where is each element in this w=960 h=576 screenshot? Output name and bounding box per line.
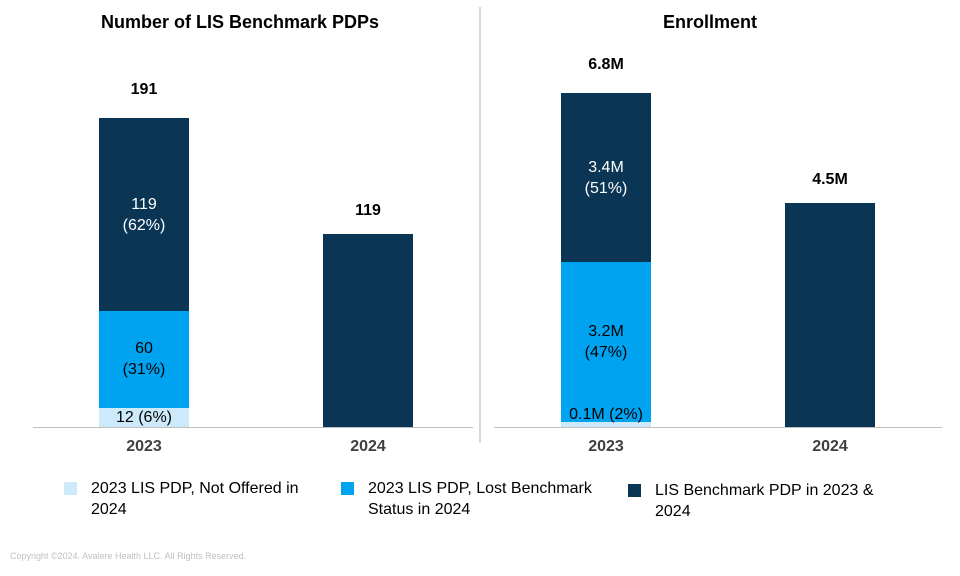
left-xtick-2023: 2023 — [126, 438, 162, 455]
left-total-2023: 191 — [130, 81, 158, 99]
left-xtick-2024: 2024 — [350, 438, 386, 455]
right-chart-title: Enrollment — [662, 12, 757, 32]
legend-item-lost-benchmark: 2023 LIS PDP, Lost Benchmark Status in 2… — [341, 478, 621, 520]
legend-label-lost-benchmark: 2023 LIS PDP, Lost Benchmark Status in 2… — [368, 480, 592, 518]
right-label-2023-benchmark-both: 3.4M (51%) — [584, 158, 628, 197]
left-bar-2023-not-offered — [99, 408, 189, 427]
legend-item-benchmark-both: LIS Benchmark PDP in 2023 & 2024 — [628, 480, 908, 522]
right-bar-2023-benchmark-both — [561, 92, 651, 263]
panel-divider — [479, 7, 481, 443]
right-label-2023-lost-benchmark: 3.2M (47%) — [584, 323, 628, 362]
right-total-2024: 4.5M — [812, 170, 848, 188]
right-label-2023-not-offered: 0.1M (2%) — [569, 406, 643, 423]
left-bar-2023-lost-benchmark — [99, 310, 189, 408]
right-bar-2024-benchmark-both — [785, 202, 875, 427]
legend-swatch-benchmark-both — [628, 484, 641, 497]
legend-label-benchmark-both: LIS Benchmark PDP in 2023 & 2024 — [655, 482, 874, 520]
right-xtick-2024: 2024 — [812, 438, 848, 455]
right-total-2023: 6.8M — [588, 55, 624, 73]
legend-item-not-offered: 2023 LIS PDP, Not Offered in 2024 — [64, 478, 314, 520]
right-xtick-2023: 2023 — [588, 438, 624, 455]
left-chart-title: Number of LIS Benchmark PDPs — [100, 12, 380, 32]
left-bar-2024-benchmark-both — [323, 234, 413, 427]
left-x-axis — [33, 427, 473, 428]
legend-label-not-offered: 2023 LIS PDP, Not Offered in 2024 — [91, 480, 299, 518]
copyright-text: Copyright ©2024. Avalere Health LLC. All… — [10, 551, 247, 561]
legend-swatch-lost-benchmark — [341, 482, 354, 495]
left-label-2023-not-offered: 12 (6%) — [115, 409, 173, 426]
left-total-2024: 119 — [355, 202, 381, 220]
right-bar-2023-not-offered — [561, 422, 651, 427]
legend-swatch-not-offered — [64, 482, 77, 495]
right-bar-2023-lost-benchmark — [561, 262, 651, 422]
left-label-2023-lost-benchmark: 60 (31%) — [122, 340, 166, 379]
left-label-2023-benchmark-both: 119 (62%) — [122, 195, 166, 234]
right-x-axis — [494, 427, 942, 428]
left-bar-2023-benchmark-both — [99, 118, 189, 311]
